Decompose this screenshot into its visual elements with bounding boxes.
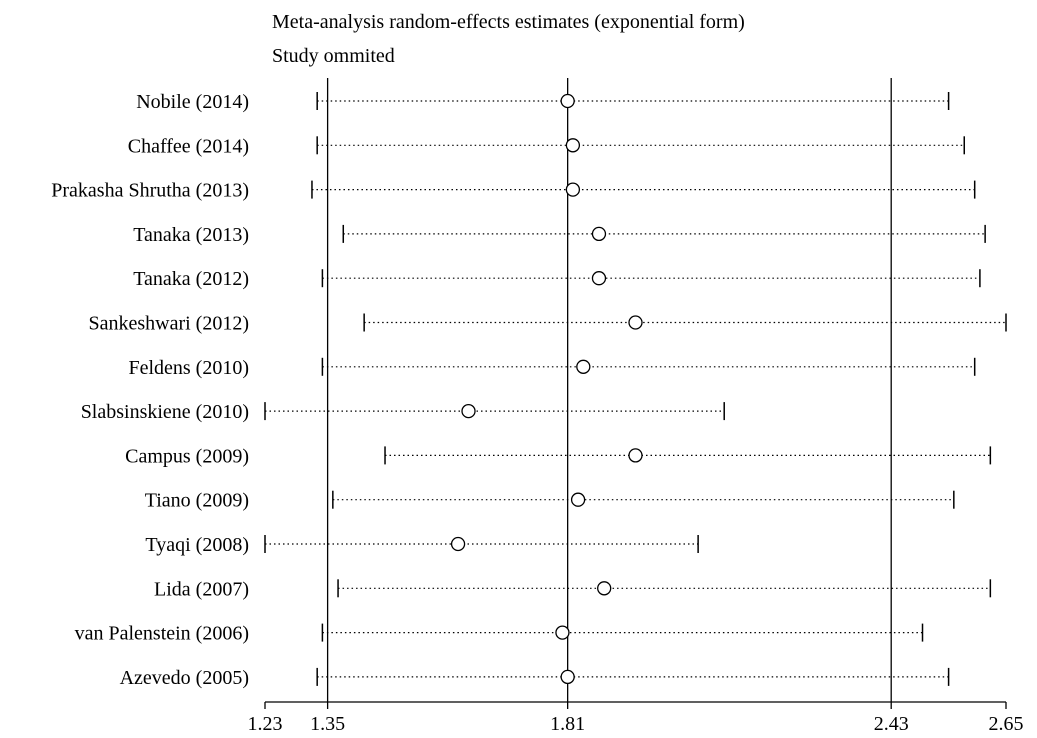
estimate-point <box>591 226 607 242</box>
estimate-point <box>570 492 586 507</box>
study-label: Azevedo (2005) <box>120 667 249 689</box>
study-label: Nobile (2014) <box>136 91 249 113</box>
chart-subtitle: Study ommited <box>272 45 395 67</box>
x-tick-label: 2.43 <box>874 713 909 735</box>
study-label: Lida (2007) <box>154 578 249 600</box>
estimate-point <box>628 448 643 463</box>
estimate-point <box>560 669 575 685</box>
estimate-point <box>597 581 612 596</box>
study-label: Chaffee (2014) <box>128 135 249 157</box>
study-label: Tanaka (2012) <box>133 268 249 290</box>
study-label: Campus (2009) <box>125 445 249 467</box>
estimate-point <box>565 182 581 197</box>
study-label: Slabsinskiene (2010) <box>81 401 249 423</box>
study-label: van Palenstein (2006) <box>75 623 249 645</box>
study-label: Sankeshwari (2012) <box>88 313 249 335</box>
study-label: Tiano (2009) <box>145 490 249 512</box>
estimate-point <box>576 359 591 374</box>
study-label: Tyaqi (2008) <box>145 534 249 556</box>
x-tick-label: 1.35 <box>310 713 345 735</box>
study-label: Prakasha Shrutha (2013) <box>51 180 249 202</box>
study-label: Feldens (2010) <box>128 357 249 379</box>
chart-title: Meta-analysis random-effects estimates (… <box>272 11 745 33</box>
x-tick-label: 2.65 <box>989 713 1024 735</box>
estimate-point <box>565 138 581 153</box>
estimate-point <box>628 315 643 330</box>
estimate-point <box>555 625 570 640</box>
estimate-point <box>560 93 575 109</box>
x-tick-label: 1.81 <box>550 713 585 735</box>
estimate-point <box>450 536 466 552</box>
study-label: Tanaka (2013) <box>133 224 249 246</box>
estimate-point <box>591 271 607 286</box>
estimate-point <box>461 403 476 419</box>
x-tick-label: 1.23 <box>248 713 283 735</box>
